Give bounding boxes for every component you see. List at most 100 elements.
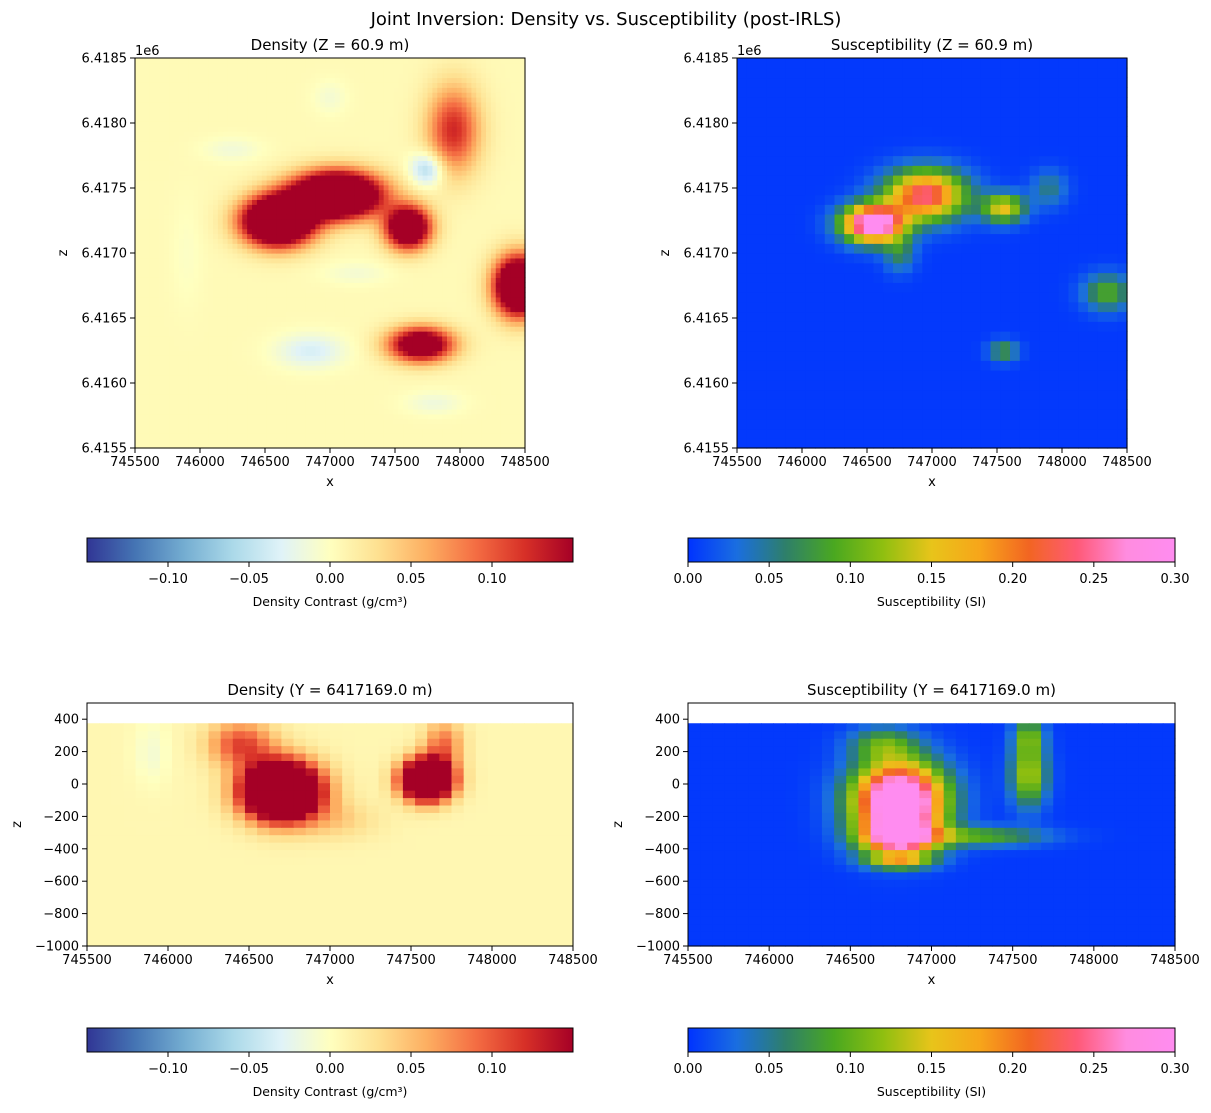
heatmap-cell (281, 306, 287, 313)
heatmap-cell (373, 160, 380, 166)
heatmap-cell (339, 194, 346, 200)
heatmap-cell (164, 350, 170, 356)
heatmap-cell (437, 360, 443, 366)
heatmap-cell (213, 160, 219, 166)
heatmap-cell (495, 404, 502, 410)
heatmap-cell (354, 394, 360, 400)
heatmap-cell (256, 233, 263, 239)
heatmap-cell (276, 243, 282, 249)
heatmap-cell (295, 292, 302, 298)
heatmap-cell (364, 326, 370, 332)
heatmap-cell (154, 443, 160, 449)
heatmap-cell (432, 238, 438, 244)
heatmap-cell (135, 340, 141, 347)
heatmap-cell (315, 399, 321, 405)
heatmap-cell (276, 214, 282, 220)
heatmap-cell (169, 311, 175, 317)
heatmap-cell (227, 306, 234, 313)
heatmap-cell (193, 404, 199, 410)
heatmap-cell (261, 253, 268, 259)
heatmap-cell (203, 214, 209, 220)
heatmap-cell (447, 331, 453, 337)
heatmap-cell (266, 296, 273, 303)
heatmap-cell (325, 204, 331, 210)
heatmap-cell (149, 438, 156, 444)
heatmap-cell (369, 316, 375, 322)
heatmap-cell (461, 155, 468, 161)
heatmap-cell (222, 194, 229, 200)
heatmap-cell (276, 189, 282, 196)
heatmap-cell (490, 267, 497, 274)
heatmap-cell (495, 145, 502, 152)
heatmap-cell (403, 277, 409, 283)
heatmap-cell (456, 370, 463, 376)
heatmap-cell (388, 214, 394, 220)
heatmap-cell (417, 160, 424, 166)
heatmap-cell (344, 150, 351, 157)
heatmap-cell (339, 413, 346, 420)
heatmap-cell (164, 223, 170, 230)
heatmap-cell (291, 155, 297, 161)
heatmap-cell (471, 199, 477, 205)
heatmap-cell (305, 150, 312, 157)
heatmap-cell (412, 418, 419, 425)
heatmap-cell (398, 243, 404, 249)
heatmap-cell (295, 257, 302, 264)
heatmap-cell (222, 257, 229, 264)
heatmap-cell (437, 428, 443, 434)
heatmap-cell (510, 179, 516, 186)
heatmap-cell (520, 238, 526, 244)
heatmap-cell (398, 384, 404, 391)
heatmap-cell (442, 228, 448, 235)
heatmap-cell (159, 413, 165, 420)
heatmap-cell (456, 296, 463, 303)
heatmap-cell (349, 194, 355, 200)
heatmap-cell (388, 306, 394, 313)
heatmap-cell (495, 292, 502, 298)
heatmap-cell (369, 209, 375, 215)
heatmap-cell (369, 287, 375, 293)
heatmap-cell (476, 165, 482, 171)
heatmap-cell (266, 218, 273, 225)
heatmap-cell (315, 355, 321, 361)
heatmap-cell (364, 433, 370, 439)
heatmap-cell (159, 214, 165, 220)
heatmap-cell (261, 287, 268, 293)
heatmap-cell (237, 418, 243, 425)
heatmap-cell (354, 433, 360, 439)
heatmap-cell (476, 199, 482, 205)
heatmap-cell (500, 165, 507, 171)
heatmap-cell (461, 253, 468, 259)
heatmap-cell (310, 296, 316, 303)
heatmap-cell (364, 170, 370, 176)
heatmap-cell (213, 433, 219, 439)
heatmap-cell (242, 243, 248, 249)
heatmap-cell (281, 389, 287, 395)
heatmap-cell (403, 170, 409, 176)
heatmap-cell (300, 301, 307, 308)
heatmap-cell (486, 433, 492, 439)
heatmap-cell (510, 350, 516, 356)
heatmap-cell (486, 331, 492, 337)
heatmap-cell (149, 365, 156, 371)
heatmap-cell (398, 350, 404, 356)
heatmap-cell (451, 267, 458, 274)
heatmap-cell (339, 189, 346, 196)
heatmap-cell (466, 404, 472, 410)
heatmap-cell (466, 438, 472, 444)
heatmap-cell (515, 335, 521, 342)
heatmap-cell (500, 287, 507, 293)
heatmap-cell (154, 277, 160, 283)
heatmap-cell (378, 223, 385, 230)
heatmap-cell (471, 277, 477, 283)
heatmap-cell (256, 443, 263, 449)
heatmap-cell (305, 365, 312, 371)
heatmap-cell (442, 355, 448, 361)
heatmap-cell (373, 389, 380, 395)
heatmap-cell (500, 370, 507, 376)
heatmap-cell (344, 326, 351, 332)
heatmap-cell (398, 365, 404, 371)
heatmap-cell (388, 175, 394, 181)
heatmap-cell (447, 214, 453, 220)
heatmap-cell (495, 277, 502, 283)
